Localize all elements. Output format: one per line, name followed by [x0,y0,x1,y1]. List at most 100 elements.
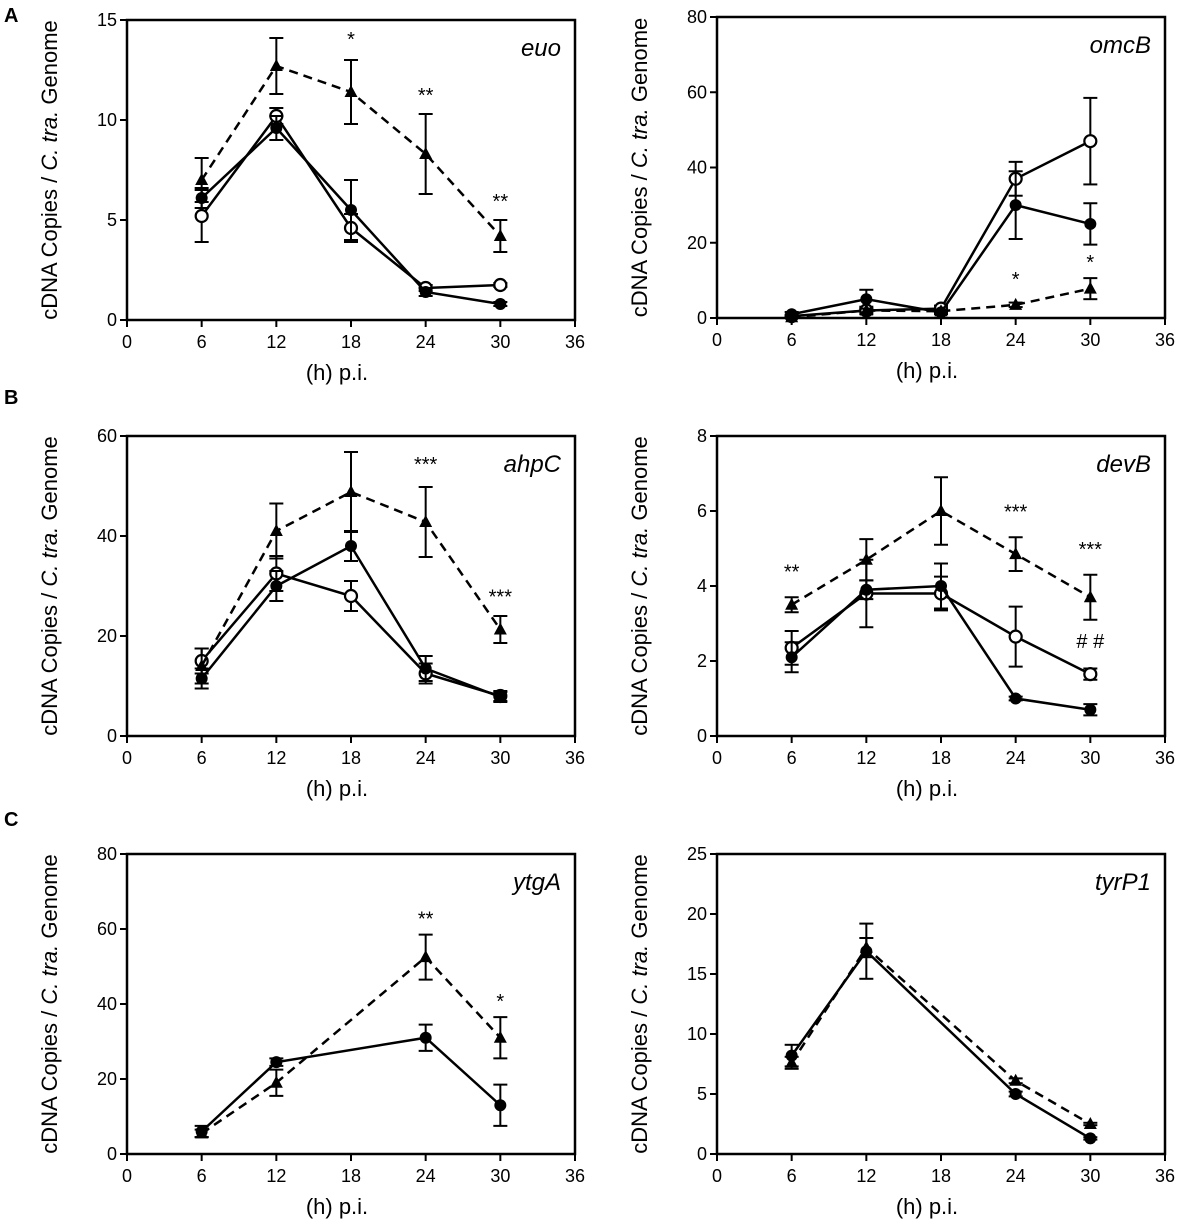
data-point-open-circle [1008,629,1023,644]
x-axis-title: (h) p.i. [896,358,958,383]
data-point-open-circle [1083,134,1098,149]
data-point-triangle [1009,547,1023,560]
y-axis-title: cDNA Copies / C. tra. Genome [627,436,652,736]
x-tick-label: 18 [341,748,361,768]
y-axis-title-prefix: cDNA Copies / [627,587,652,736]
y-tick-label: 60 [97,426,117,446]
y-tick-label: 15 [97,10,117,30]
y-axis-title-suffix: Genome [37,854,62,945]
x-tick-label: 6 [197,748,207,768]
data-point-filled-circle [270,1056,283,1069]
x-tick-label: 24 [416,332,436,352]
data-point-triangle [195,173,209,185]
series-filled-circle [194,1023,508,1139]
y-tick-label: 40 [687,158,707,178]
y-axis-title-species: C. tra. [627,108,652,168]
series-line [791,287,1091,319]
y-axis-title: cDNA Copies / C. tra. Genome [37,436,62,736]
x-tick-label: 0 [712,748,722,768]
y-tick-label: 0 [697,1144,707,1164]
x-tick-label: 36 [1155,330,1175,350]
plot-ahpc: 0 6 12 18 24 30 36 0 20 40 60 (h) p.i. cDNA Copies /… [37,426,585,801]
plot-frame [715,852,1167,1156]
plot-ytga: 0 6 12 18 24 30 36 0 20 40 60 80 (h) p.i. cDNA Copies… [37,844,585,1219]
data-point-triangle [344,85,358,97]
x-tick-label: 0 [122,748,132,768]
y-axis-title-prefix: cDNA Copies / [37,171,62,320]
x-tick-label: 36 [565,748,585,768]
data-point-triangle [785,597,799,610]
significance-label: ** [784,562,800,584]
y-axis-title: cDNA Copies / C. tra. Genome [37,20,62,320]
data-point-triangle [1009,1073,1023,1086]
y-tick-label: 4 [697,576,707,596]
series-triangle [194,451,508,685]
x-tick-label: 24 [1006,330,1026,350]
x-tick-label: 6 [787,748,797,768]
plot-frame [125,852,577,1156]
series-line [791,509,1091,606]
x-tick-label: 30 [490,332,510,352]
y-tick-label: 20 [687,904,707,924]
data-point-triangle [934,304,948,317]
y-tick-label: 20 [687,233,707,253]
series-line [790,949,1091,1140]
data-point-triangle [195,659,209,671]
series-line [200,955,502,1135]
x-tick-label: 6 [197,332,207,352]
x-tick-label: 36 [565,1166,585,1186]
x-tick-label: 0 [122,1166,132,1186]
series-filled-circle [784,562,1098,717]
x-tick-label: 30 [1080,748,1100,768]
data-point-filled-circle [935,580,947,592]
significance-label: # # [1076,631,1105,653]
data-point-filled-circle [494,298,507,310]
x-tick-label: 12 [856,748,876,768]
y-tick-label: 40 [97,526,117,546]
data-point-triangle [419,515,433,527]
x-tick-label: 18 [341,1166,361,1186]
y-axis-title-suffix: Genome [37,20,62,111]
y-tick-label: 0 [697,726,707,746]
x-axis-title: (h) p.i. [896,1194,958,1219]
x-tick-label: 6 [787,330,797,350]
significance-label: * [1086,252,1094,274]
data-point-filled-circle [1084,703,1097,716]
data-point-filled-circle [270,122,283,134]
data-point-filled-circle [860,293,873,306]
series-triangle [784,937,1098,1129]
y-axis-title: cDNA Copies / C. tra. Genome [37,854,62,1154]
x-tick-label: 12 [266,748,286,768]
significance-label: ** [493,191,509,213]
series-filled-circle [194,530,508,703]
y-axis-title-suffix: Genome [627,18,652,109]
data-point-triangle [1083,590,1097,603]
significance-label: *** [414,454,438,476]
series-filled-circle [784,922,1098,1145]
x-tick-label: 18 [931,748,951,768]
y-axis-title-prefix: cDNA Copies / [37,587,62,736]
gene-name-label: devB [1096,451,1151,478]
plot-tyrp1: 0 6 12 18 24 30 36 0 5 10 15 20 25 (h) p.i. cDNA Copie… [627,844,1175,1219]
data-point-filled-circle [419,286,432,298]
data-point-filled-circle [270,580,283,592]
data-point-open-circle [194,208,209,224]
y-axis-title-suffix: Genome [37,436,62,527]
data-point-filled-circle [419,1031,432,1044]
x-tick-label: 0 [712,330,722,350]
y-tick-label: 0 [107,310,117,330]
x-tick-label: 6 [197,1166,207,1186]
significance-label: ** [418,85,434,107]
gene-name-label: ytgA [511,869,561,896]
y-tick-label: 40 [97,994,117,1014]
y-tick-label: 2 [697,651,707,671]
y-axis-title-species: C. tra. [37,945,62,1005]
data-point-triangle [859,940,873,953]
series-triangle [194,37,508,253]
data-point-filled-circle [494,691,507,703]
data-point-triangle [1083,1117,1097,1129]
data-point-filled-circle [494,1099,507,1112]
y-axis-title-prefix: cDNA Copies / [627,168,652,317]
